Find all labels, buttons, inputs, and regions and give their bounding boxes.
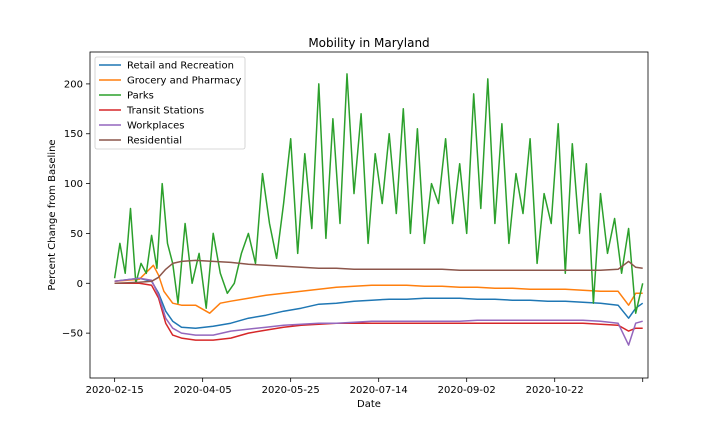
y-tick-label: −50 [62, 329, 83, 340]
x-tick-label: 2020-02-15 [86, 385, 144, 396]
legend: Retail and Recreation Grocery and Pharmac… [94, 56, 246, 150]
legend-entry: Workplaces [127, 121, 184, 132]
y-tick-label: 0 [77, 279, 83, 290]
x-axis-label: Date [357, 399, 381, 410]
chart-title: Mobility in Maryland [308, 36, 429, 50]
series-line-3 [114, 282, 643, 341]
x-tick-label: 2020-10-22 [526, 385, 584, 396]
legend-entry: Retail and Recreation [127, 61, 234, 72]
legend-box [94, 56, 246, 150]
y-tick-label: 150 [64, 129, 83, 140]
legend-entry: Grocery and Pharmacy [127, 76, 241, 87]
y-tick-label: 200 [64, 79, 83, 90]
x-axis-ticks: 2020-02-15 2020-04-05 2020-05-25 2020-07-14… [86, 378, 644, 396]
y-tick-label: 100 [64, 179, 83, 190]
plot-series [113, 73, 644, 346]
x-tick-label: 2020-05-25 [262, 385, 320, 396]
x-tick-label: 2020-09-02 [438, 385, 496, 396]
series-line-5 [114, 259, 643, 285]
legend-entry: Parks [127, 91, 154, 102]
plot-frame [89, 51, 649, 379]
series-line-0 [114, 277, 644, 329]
x-tick-label: 2020-07-14 [350, 385, 408, 396]
y-axis-label: Percent Change from Baseline [47, 139, 58, 290]
legend-entry: Residential [127, 136, 182, 147]
y-tick-label: 50 [70, 229, 83, 240]
series-line-2 [113, 73, 644, 314]
series-line-4 [114, 277, 643, 346]
series-line-1 [114, 264, 643, 314]
x-tick-label: 2020-04-05 [174, 385, 232, 396]
y-axis-ticks: −50 0 50 100 150 200 [62, 79, 90, 340]
legend-entry: Transit Stations [126, 106, 204, 117]
